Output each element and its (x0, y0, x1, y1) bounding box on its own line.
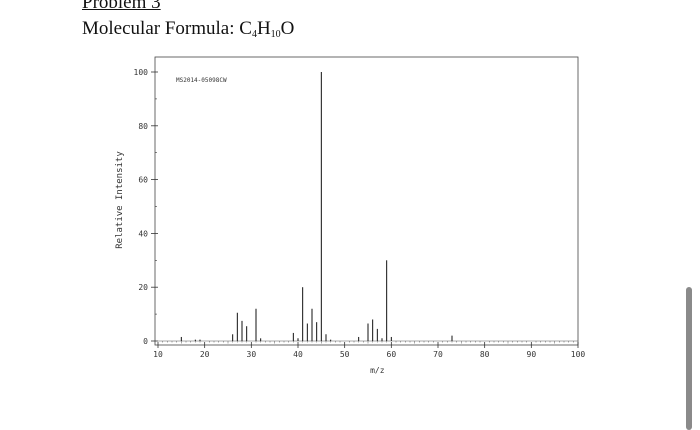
formula-element: H (256, 18, 271, 39)
x-tick-label: 50 (340, 350, 350, 359)
y-tick-label: 60 (138, 176, 148, 185)
formula-subscript: 4 (251, 29, 257, 40)
x-tick-label: 40 (293, 350, 303, 359)
spectrum-id-annotation: MS2014-05098CW (176, 77, 227, 84)
molecular-formula: Molecular Formula: C4H10O (82, 17, 294, 47)
x-tick-label: 70 (433, 350, 443, 359)
y-tick-label: 40 (138, 229, 148, 238)
y-tick-label: 20 (138, 283, 148, 292)
x-tick-label: 100 (571, 350, 586, 359)
problem-title: Problem 3 (82, 0, 161, 13)
y-tick-label: 80 (138, 122, 148, 131)
x-tick-label: 10 (153, 350, 163, 359)
y-tick-label: 100 (134, 68, 149, 77)
x-tick-label: 60 (387, 350, 397, 359)
scrollbar[interactable] (686, 287, 692, 430)
formula-subscript: 10 (270, 29, 281, 40)
y-axis-label: Relative Intensity (115, 151, 125, 249)
formula-value: C4H10O (239, 18, 295, 40)
x-tick-label: 20 (200, 350, 210, 359)
x-axis-label: m/z (370, 366, 385, 375)
y-tick-label: 0 (143, 337, 148, 346)
plot-frame (154, 56, 579, 346)
x-tick-label: 80 (480, 350, 490, 359)
x-tick-label: 30 (247, 350, 257, 359)
formula-element: C (239, 18, 252, 39)
formula-element: O (280, 18, 295, 39)
formula-prefix: Molecular Formula: (82, 18, 240, 39)
x-tick-label: 90 (527, 350, 537, 359)
